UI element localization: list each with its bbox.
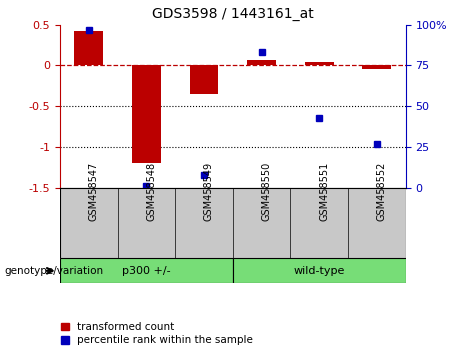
Bar bbox=[189, 65, 219, 94]
Bar bbox=[247, 60, 276, 65]
Text: GSM458551: GSM458551 bbox=[319, 161, 329, 221]
Text: genotype/variation: genotype/variation bbox=[5, 266, 104, 276]
Text: wild-type: wild-type bbox=[294, 266, 345, 276]
Text: GSM458547: GSM458547 bbox=[89, 161, 99, 221]
Bar bbox=[74, 31, 103, 65]
Title: GDS3598 / 1443161_at: GDS3598 / 1443161_at bbox=[152, 7, 313, 21]
Legend: transformed count, percentile rank within the sample: transformed count, percentile rank withi… bbox=[60, 322, 253, 345]
Bar bbox=[132, 65, 161, 163]
Text: GSM458549: GSM458549 bbox=[204, 161, 214, 221]
Text: GSM458550: GSM458550 bbox=[262, 161, 272, 221]
Bar bbox=[60, 258, 233, 283]
Text: GSM458552: GSM458552 bbox=[377, 161, 387, 221]
Bar bbox=[233, 258, 406, 283]
Bar bbox=[362, 65, 391, 69]
Text: GSM458548: GSM458548 bbox=[146, 161, 156, 221]
Text: p300 +/-: p300 +/- bbox=[122, 266, 171, 276]
Bar bbox=[305, 62, 334, 65]
